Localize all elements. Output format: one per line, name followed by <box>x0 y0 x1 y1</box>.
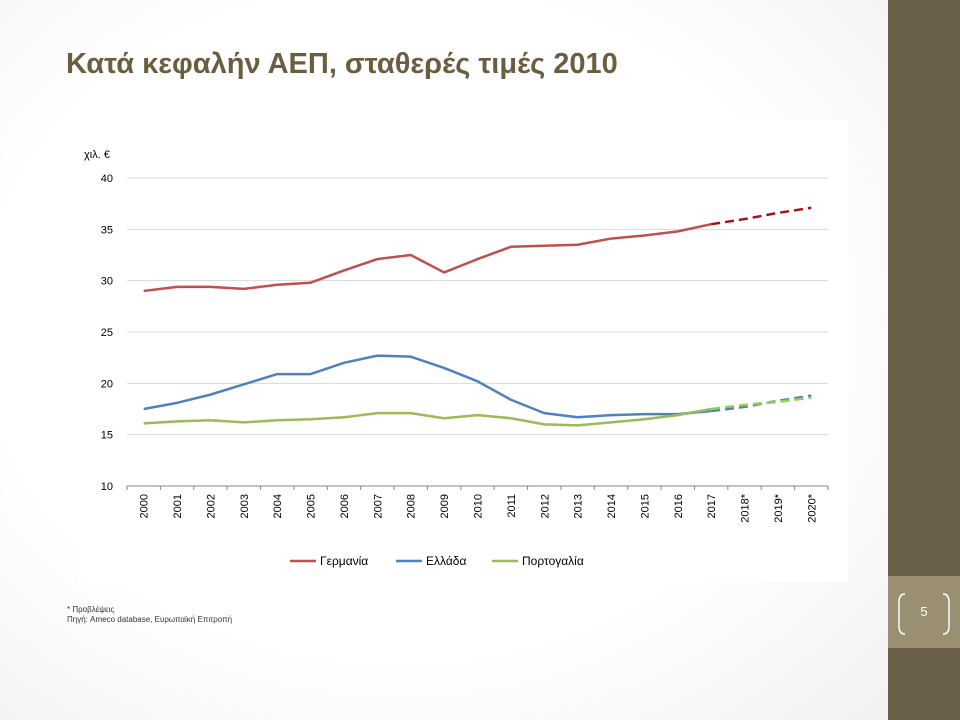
x-tick-label: 2002 <box>205 494 217 518</box>
footnotes: * Προβλέψεις Πηγή: Ameco database, Ευρωπ… <box>67 605 232 625</box>
series-line-Ελλάδα <box>143 354 712 419</box>
x-tick-label: 2014 <box>606 494 618 518</box>
gridlines <box>126 177 829 490</box>
x-tick-label: 2009 <box>439 494 451 518</box>
series-line-Γερμανία <box>143 222 712 293</box>
page-number-bracket <box>898 593 950 635</box>
page-number: 5 <box>920 604 928 619</box>
x-tick-label: 2018* <box>740 493 752 522</box>
y-tick-label: 20 <box>101 378 113 390</box>
y-tick-label: 35 <box>101 224 113 236</box>
y-tick-labels: 10 15 20 25 30 35 40 <box>101 173 113 493</box>
page-number-box <box>888 576 960 648</box>
y-tick-label: 40 <box>101 173 113 185</box>
x-tick-label: 2020* <box>806 493 818 522</box>
legend-label: Γερμανία <box>320 554 368 568</box>
x-tick-label: 2017 <box>706 494 718 518</box>
x-tick-label: 2000 <box>139 494 151 518</box>
series-lines <box>143 206 812 427</box>
x-tick-label: 2019* <box>773 493 785 522</box>
x-tick-label: 2006 <box>339 494 351 518</box>
x-tick-label: 2013 <box>573 494 585 518</box>
footnote-forecast: * Προβλέψεις <box>67 605 115 614</box>
footnote-source: Πηγή: Ameco database, Ευρωπαϊκή Επιτροπή <box>67 615 233 624</box>
chart-area: 10 15 20 25 30 35 40 χιλ. € 2000 2001 2002 2003 20… <box>78 120 848 582</box>
y-tick-label: 15 <box>101 430 113 442</box>
x-tick-label: 2001 <box>172 494 184 518</box>
x-tick-label: 2012 <box>539 494 551 518</box>
y-tick-label: 30 <box>101 276 113 288</box>
series-line-Πορτογαλία <box>143 407 712 427</box>
x-tick-labels: 2000 2001 2002 2003 2004 2005 2006 2007 2008 2009… <box>139 493 819 522</box>
x-tick-label: 2011 <box>506 494 518 518</box>
x-tick-label: 2003 <box>239 494 251 518</box>
x-tick-label: 2015 <box>639 494 651 518</box>
y-axis-label: χιλ. € <box>84 149 110 161</box>
x-tick-label: 2010 <box>473 494 485 518</box>
series-forecast-Γερμανία <box>710 206 812 226</box>
legend-label: Πορτογαλία <box>522 554 584 568</box>
y-tick-label: 25 <box>101 327 113 339</box>
legend-label: Ελλάδα <box>426 554 466 568</box>
x-tick-label: 2008 <box>406 494 418 518</box>
series-forecast-Πορτογαλία <box>711 396 812 411</box>
legend: Γερμανία Ελλάδα Πορτογαλία <box>290 554 584 568</box>
y-tick-label: 10 <box>101 481 113 493</box>
x-tick-label: 2005 <box>306 494 318 518</box>
x-tick-label: 2004 <box>272 494 284 518</box>
slide-title: Κατά κεφαλήν ΑΕΠ, σταθερές τιμές 2010 <box>66 48 618 80</box>
x-tick-label: 2016 <box>673 494 685 518</box>
x-tick-label: 2007 <box>372 494 384 518</box>
